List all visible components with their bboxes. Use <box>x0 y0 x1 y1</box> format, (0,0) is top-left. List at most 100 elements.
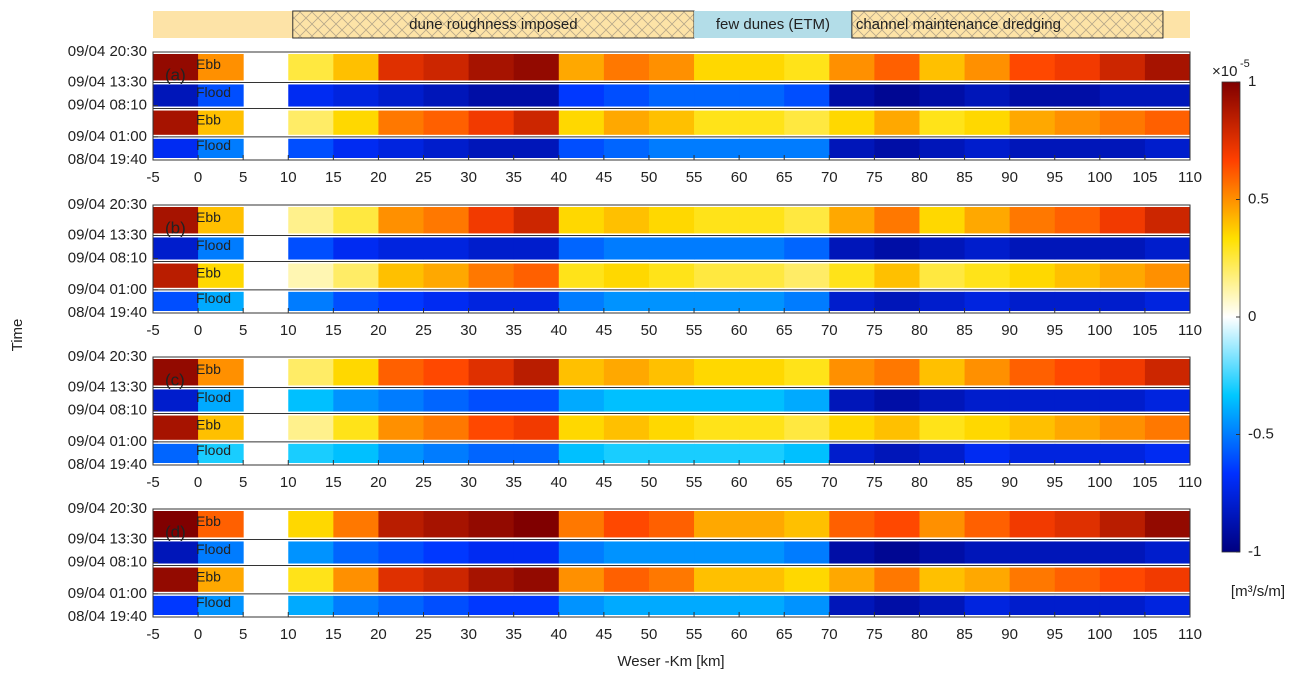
heat-cell <box>919 359 966 386</box>
x-tick-label: 15 <box>325 322 342 339</box>
x-tick-label: 75 <box>866 474 883 491</box>
x-tick-label: 65 <box>776 626 793 643</box>
heat-cell <box>829 263 875 288</box>
heat-cell <box>694 138 740 158</box>
x-tick-label: 110 <box>1178 169 1202 186</box>
heat-cell <box>784 291 830 311</box>
x-tick-label: 90 <box>1001 322 1018 339</box>
x-tick-label: 25 <box>415 626 432 643</box>
heat-cell <box>1144 415 1191 440</box>
heat-cell <box>784 84 830 107</box>
heat-cell <box>378 443 425 463</box>
x-tick-label: 95 <box>1046 169 1063 186</box>
x-tick-label: 45 <box>596 474 613 491</box>
x-tick-label: 45 <box>596 169 613 186</box>
x-tick-label: 35 <box>505 474 522 491</box>
heat-cell <box>829 541 875 564</box>
x-tick-label: 50 <box>641 474 658 491</box>
heat-cell <box>153 110 199 135</box>
heat-cell <box>784 237 830 260</box>
heat-cell <box>603 359 650 386</box>
heat-cell <box>333 415 379 440</box>
heat-cell <box>333 291 379 311</box>
heat-cell <box>603 138 650 158</box>
heat-cell <box>198 237 244 260</box>
region-hatch <box>292 10 695 39</box>
heat-cell <box>378 389 425 412</box>
heat-cell <box>694 541 740 564</box>
heat-cell <box>1009 110 1056 135</box>
heat-cell <box>468 541 515 564</box>
colorbar-tick-label: -0.5 <box>1248 425 1274 442</box>
phase-label: Ebb <box>196 568 221 584</box>
heat-cell <box>468 54 515 81</box>
heat-cell <box>198 138 244 158</box>
heat-cell <box>694 207 740 234</box>
x-tick-label: 65 <box>776 169 793 186</box>
x-tick-label: 0 <box>194 474 202 491</box>
colorbar-tick-label: 0.5 <box>1248 190 1269 207</box>
x-tick-label: 40 <box>550 474 567 491</box>
phase-label: Flood <box>196 137 231 153</box>
heat-cell <box>378 110 425 135</box>
heat-cell <box>468 138 515 158</box>
heat-cell <box>874 511 920 538</box>
x-tick-label: 55 <box>686 474 703 491</box>
heat-cell <box>423 541 470 564</box>
x-tick-label: 100 <box>1087 169 1112 186</box>
phase-label: Ebb <box>196 416 221 432</box>
x-tick-label: 10 <box>280 322 297 339</box>
x-tick-label: 60 <box>731 626 748 643</box>
heat-cell <box>739 359 785 386</box>
y-tick-label: 08/04 19:40 <box>68 456 147 473</box>
x-tick-label: 10 <box>280 474 297 491</box>
x-tick-label: 80 <box>911 626 928 643</box>
x-tick-label: 100 <box>1087 626 1112 643</box>
heat-cell <box>378 54 425 81</box>
phase-label: Ebb <box>196 56 221 72</box>
x-tick-label: 85 <box>956 169 973 186</box>
x-tick-label: 35 <box>505 169 522 186</box>
heat-cell <box>919 237 966 260</box>
heat-cell <box>784 389 830 412</box>
heat-cell <box>468 291 515 311</box>
x-tick-label: 110 <box>1178 474 1202 491</box>
heat-cell <box>423 389 470 412</box>
y-axis-label: Time <box>9 319 26 352</box>
heat-cell <box>153 207 199 234</box>
heat-cell <box>288 54 334 81</box>
heat-cell <box>333 443 379 463</box>
heat-cell <box>964 415 1011 440</box>
heat-cell <box>829 595 875 615</box>
heat-cell <box>1144 541 1191 564</box>
heat-cell <box>648 54 695 81</box>
heat-cell <box>784 541 830 564</box>
heat-cell <box>874 84 920 107</box>
heat-cell <box>1099 511 1146 538</box>
heat-cell <box>1009 359 1056 386</box>
heat-cell <box>333 110 379 135</box>
heat-cell <box>603 567 650 592</box>
heat-cell <box>1054 415 1101 440</box>
x-tick-label: 90 <box>1001 626 1018 643</box>
region <box>694 11 852 38</box>
heat-cell <box>558 138 605 158</box>
heat-cell <box>694 567 740 592</box>
heat-cell <box>468 359 515 386</box>
heat-cell <box>1054 389 1101 412</box>
x-tick-label: 20 <box>370 169 387 186</box>
heat-cell <box>1054 359 1101 386</box>
heat-cell <box>784 415 830 440</box>
heat-cell <box>919 54 966 81</box>
heat-cell <box>1009 207 1056 234</box>
heat-cell <box>1144 359 1191 386</box>
heat-cell <box>288 237 334 260</box>
heat-cell <box>739 541 785 564</box>
x-tick-label: 90 <box>1001 169 1018 186</box>
y-tick-label: 09/04 20:30 <box>68 348 147 365</box>
heat-cell <box>919 511 966 538</box>
x-tick-label: 60 <box>731 169 748 186</box>
heat-cell <box>468 263 515 288</box>
x-tick-label: 60 <box>731 322 748 339</box>
heat-cell <box>513 595 560 615</box>
